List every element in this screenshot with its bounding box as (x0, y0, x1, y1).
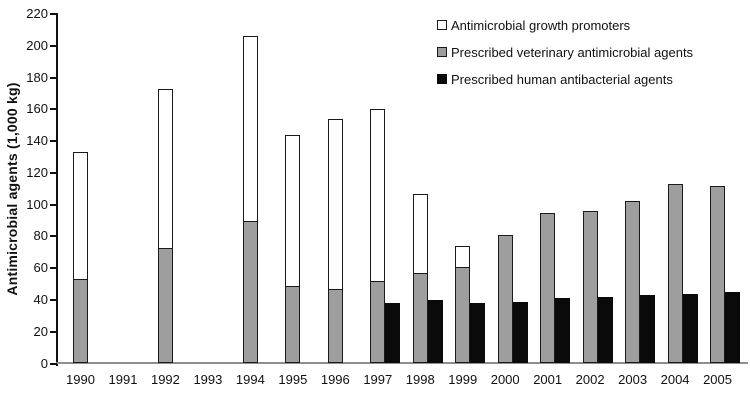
y-axis-tick (50, 140, 57, 143)
human-bar-2003 (640, 295, 656, 364)
y-axis-tick-label: 80 (33, 228, 48, 244)
vet-bar-2000 (497, 234, 513, 364)
y-axis-line (55, 13, 58, 366)
legend: Antimicrobial growth promoters Prescribe… (437, 17, 693, 98)
y-axis-tick (50, 108, 57, 111)
x-axis-label-1998: 1998 (405, 372, 435, 387)
legend-swatch-gray-icon (437, 47, 447, 57)
agp-bar-1996 (327, 118, 343, 289)
vet-bar-2001 (540, 212, 556, 364)
x-axis-line (55, 362, 748, 364)
agp-bar-1997 (370, 109, 386, 281)
y-axis-tick-label: 0 (40, 355, 48, 371)
human-bar-2004 (682, 293, 698, 364)
y-axis-tick (50, 171, 57, 174)
vet-bar-1999 (455, 266, 471, 364)
y-axis-tick (50, 44, 57, 47)
x-axis-label-2003: 2003 (618, 372, 648, 387)
x-axis-label-2001: 2001 (533, 372, 563, 387)
y-axis-tick-label: 140 (26, 133, 48, 149)
legend-item-veterinary: Prescribed veterinary antimicrobial agen… (437, 44, 693, 60)
vet-bar-1995 (285, 285, 301, 364)
human-bar-2005 (725, 292, 741, 364)
x-axis-label-2005: 2005 (703, 372, 732, 387)
y-axis-tick-label: 100 (26, 196, 48, 212)
y-axis-tick-label: 200 (26, 37, 48, 53)
x-axis-label-1991: 1991 (108, 372, 138, 387)
vet-bar-2005 (710, 185, 726, 364)
y-axis-tick-label: 220 (26, 6, 48, 21)
agp-bar-1998 (412, 193, 428, 273)
agp-bar-1990 (73, 152, 88, 280)
vet-bar-2003 (625, 201, 641, 364)
y-axis-tick (50, 362, 57, 365)
x-axis-label-2004: 2004 (660, 372, 690, 387)
x-axis-label-2000: 2000 (490, 372, 520, 387)
y-axis-tick-label: 20 (33, 323, 48, 339)
y-axis-tick-label: 120 (26, 164, 48, 180)
vet-bar-1998 (412, 272, 428, 364)
agp-bar-1999 (455, 245, 471, 267)
x-axis-label-1996: 1996 (320, 372, 350, 387)
vet-bar-1996 (327, 288, 343, 364)
y-axis-title: Antimicrobial agents (1,000 kg) (4, 82, 20, 296)
y-axis-tick-label: 60 (33, 260, 48, 276)
human-bar-1998 (427, 299, 443, 364)
y-axis-tick (50, 76, 57, 79)
agp-bar-1992 (157, 88, 173, 248)
human-bar-2002 (597, 296, 613, 364)
vet-bar-2002 (582, 210, 598, 364)
y-axis-tick-label: 160 (26, 101, 48, 117)
vet-bar-1990 (73, 279, 88, 364)
y-axis-tick (50, 330, 57, 333)
y-axis-tick (50, 203, 57, 206)
x-axis-label-2002: 2002 (575, 372, 605, 387)
x-axis-label-1995: 1995 (278, 372, 308, 387)
y-axis-tick (50, 298, 57, 301)
vet-bar-1992 (157, 247, 173, 364)
y-axis-tick (50, 235, 57, 238)
x-axis-label-1994: 1994 (235, 372, 265, 387)
x-axis-label-1992: 1992 (150, 372, 180, 387)
y-axis-tick-label: 180 (26, 69, 48, 85)
vet-bar-1994 (242, 220, 258, 364)
agp-bar-1995 (285, 134, 301, 286)
y-axis-tick (50, 13, 57, 15)
x-axis-label-1993: 1993 (193, 372, 223, 387)
human-bar-2000 (512, 301, 528, 364)
x-axis-label-1999: 1999 (448, 372, 478, 387)
legend-label-veterinary: Prescribed veterinary antimicrobial agen… (451, 44, 694, 60)
vet-bar-1997 (370, 280, 386, 364)
legend-swatch-black-icon (437, 74, 447, 84)
legend-item-growth-promoters: Antimicrobial growth promoters (437, 17, 693, 33)
human-bar-2001 (555, 298, 571, 364)
legend-swatch-white-icon (437, 20, 447, 30)
x-axis-label-1990: 1990 (66, 372, 95, 387)
vet-bar-2004 (667, 183, 683, 364)
legend-label-growth-promoters: Antimicrobial growth promoters (451, 17, 631, 33)
y-axis-tick (50, 267, 57, 270)
agp-bar-1994 (242, 36, 258, 221)
y-axis-tick-label: 40 (33, 291, 48, 307)
human-bar-1997 (385, 303, 401, 364)
legend-label-human: Prescribed human antibacterial agents (451, 71, 673, 87)
legend-item-human: Prescribed human antibacterial agents (437, 71, 693, 87)
human-bar-1999 (470, 303, 486, 364)
x-axis-label-1997: 1997 (363, 372, 393, 387)
